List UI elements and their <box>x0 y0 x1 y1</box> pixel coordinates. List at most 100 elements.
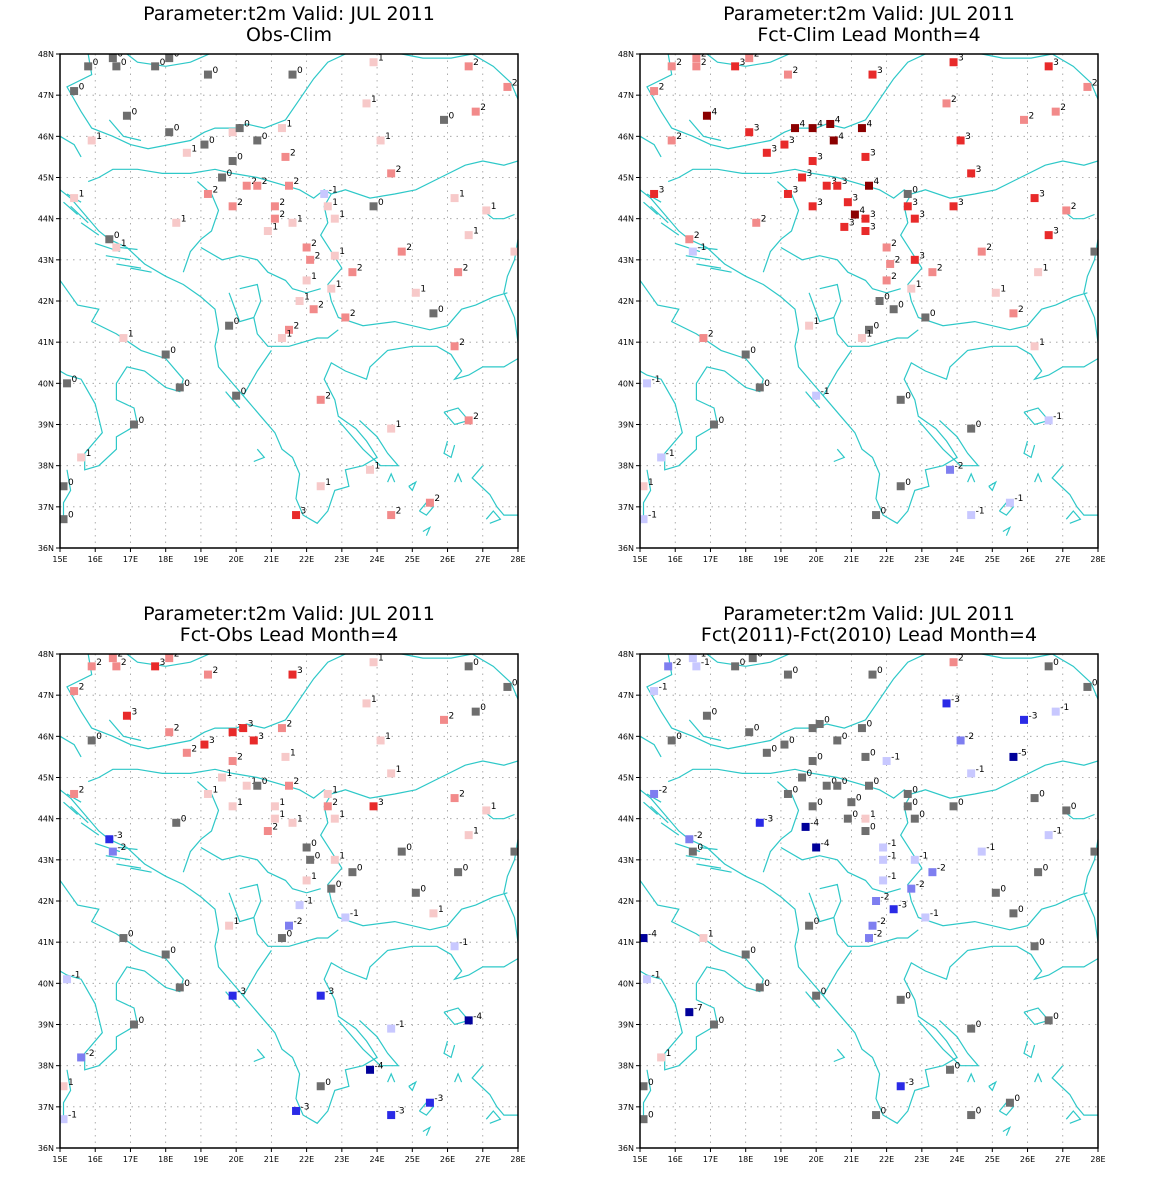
station-marker <box>910 814 919 823</box>
station-marker <box>741 950 750 959</box>
station-marker <box>1030 942 1039 951</box>
station-marker <box>165 654 174 663</box>
station-marker <box>1030 342 1039 351</box>
x-tick-label: 15E <box>52 1155 67 1164</box>
station-value-label: -5 <box>1018 748 1027 758</box>
station-marker <box>330 251 339 260</box>
station-marker <box>1044 1016 1053 1025</box>
coastline <box>408 1080 418 1092</box>
station-value-label: 0 <box>912 185 918 195</box>
map-subtitle: Fct-Clim Lead Month=4 <box>757 24 980 46</box>
x-tick-label: 15E <box>632 1155 647 1164</box>
coastline <box>685 255 711 261</box>
station-marker <box>709 1020 718 1029</box>
station-marker <box>910 214 919 223</box>
station-marker <box>801 822 810 831</box>
station-marker <box>70 789 79 798</box>
station-marker <box>471 707 480 716</box>
station-marker <box>172 818 181 827</box>
x-tick-label: 28E <box>1090 1155 1105 1164</box>
station-marker <box>302 276 311 285</box>
x-tick-label: 19E <box>193 1155 208 1164</box>
station-value-label: 0 <box>905 391 911 401</box>
coastline <box>63 801 78 815</box>
station-value-label: 1 <box>336 280 342 290</box>
station-value-label: 0 <box>1043 864 1049 874</box>
station-value-label: 4 <box>866 120 872 130</box>
x-tick-label: 16E <box>668 555 683 564</box>
x-tick-label: 19E <box>773 1155 788 1164</box>
station-value-label: 2 <box>754 50 760 60</box>
coastline <box>643 201 658 215</box>
y-tick-label: 42N <box>618 897 634 906</box>
station-marker <box>1005 498 1014 507</box>
station-marker <box>108 847 117 856</box>
y-tick-label: 47N <box>38 91 54 100</box>
x-tick-label: 27E <box>475 555 490 564</box>
coastline <box>981 54 1098 100</box>
station-value-label: 1 <box>375 461 381 471</box>
coastline <box>646 793 662 803</box>
station-marker <box>277 724 286 733</box>
station-marker <box>84 62 93 71</box>
station-value-label: 1 <box>814 317 820 327</box>
station-marker <box>805 921 814 930</box>
x-tick-label: 23E <box>334 1155 349 1164</box>
coastline <box>70 805 89 824</box>
station-marker <box>857 124 866 133</box>
station-value-label: -1 <box>821 387 830 397</box>
station-marker <box>464 831 473 840</box>
station-value-label: 0 <box>79 83 85 93</box>
station-marker <box>833 781 842 790</box>
station-marker <box>316 991 325 1000</box>
station-value-label: 0 <box>824 715 830 725</box>
station-marker <box>376 136 385 145</box>
station-value-label: 1 <box>311 872 317 882</box>
station-marker <box>949 202 958 211</box>
station-value-label: 0 <box>750 346 756 356</box>
station-marker <box>752 218 761 227</box>
station-marker <box>119 334 128 343</box>
x-tick-label: 23E <box>334 555 349 564</box>
coastline <box>66 793 82 803</box>
station-value-label: 2 <box>315 251 321 261</box>
station-value-label: 1 <box>385 732 391 742</box>
station-value-label: 1 <box>1000 284 1006 294</box>
y-tick-label: 38N <box>38 1062 54 1071</box>
station-value-label: -1 <box>329 185 338 195</box>
x-tick-label: 24E <box>369 1155 384 1164</box>
y-tick-label: 47N <box>38 691 54 700</box>
x-tick-label: 15E <box>52 555 67 564</box>
x-tick-label: 26E <box>1020 1155 1035 1164</box>
station-value-label: 0 <box>184 979 190 989</box>
station-marker <box>218 173 227 182</box>
station-value-label: 3 <box>849 218 855 228</box>
station-value-label: 2 <box>463 264 469 274</box>
station-value-label: -2 <box>673 658 682 668</box>
station-marker <box>991 288 1000 297</box>
coastline <box>699 246 718 251</box>
station-marker <box>77 453 86 462</box>
coastline <box>387 1072 396 1083</box>
coastline <box>60 280 184 471</box>
y-tick-label: 42N <box>38 897 54 906</box>
station-marker <box>783 670 792 679</box>
station-value-label: 0 <box>262 777 268 787</box>
station-marker <box>798 173 807 182</box>
map-svg: Parameter:t2m Valid: JUL 2011Obs-Clim000… <box>38 3 526 564</box>
station-value-label: 3 <box>958 198 964 208</box>
station-value-label: 2 <box>294 177 300 187</box>
station-value-label: 1 <box>237 798 243 808</box>
station-value-label: 0 <box>792 785 798 795</box>
map-title: Parameter:t2m Valid: JUL 2011 <box>143 3 435 25</box>
station-value-label: 3 <box>1039 190 1045 200</box>
coastline <box>706 54 791 67</box>
station-marker <box>288 70 297 79</box>
station-value-label: 2 <box>79 785 85 795</box>
station-marker <box>228 728 237 737</box>
station-marker <box>850 210 859 219</box>
x-tick-label: 17E <box>703 555 718 564</box>
station-value-label: 2 <box>701 50 707 60</box>
coastline <box>482 209 515 220</box>
station-value-label: 0 <box>1014 1094 1020 1104</box>
